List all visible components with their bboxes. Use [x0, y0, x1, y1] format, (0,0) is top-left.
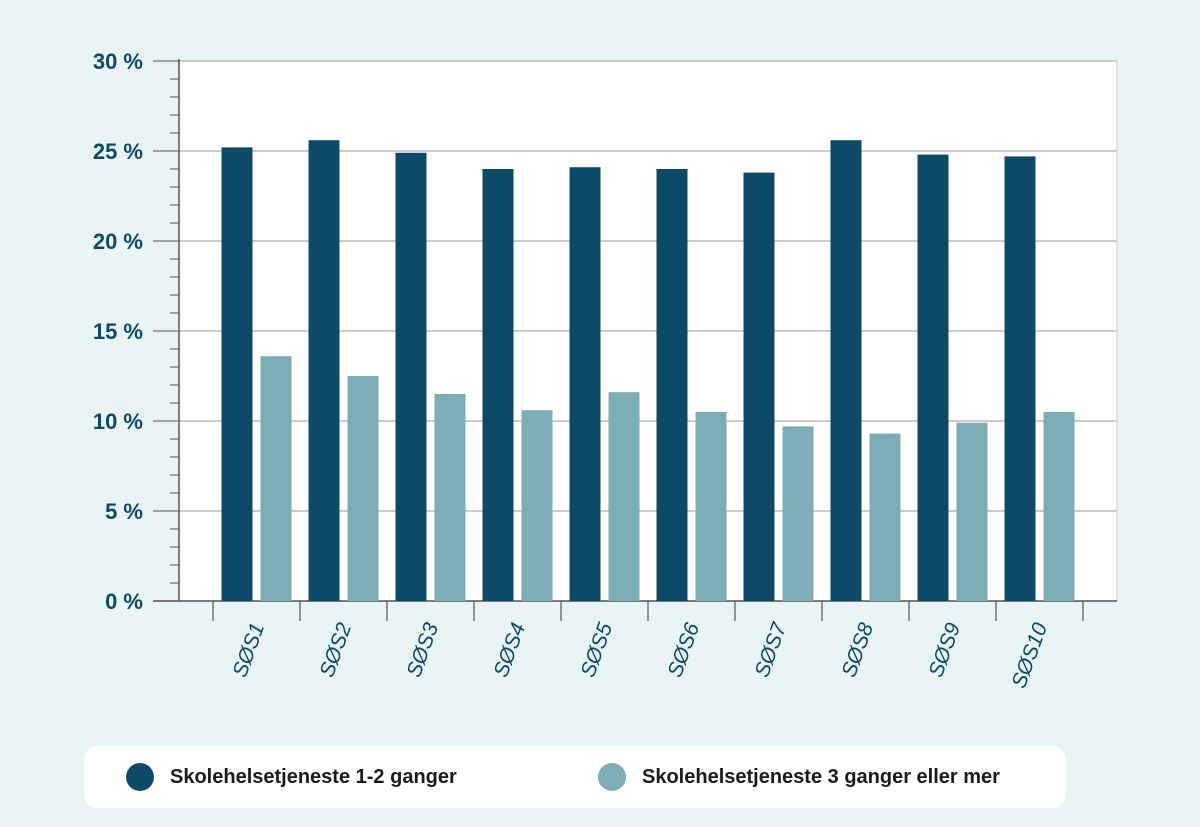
- y-tick-label: 0 %: [105, 589, 143, 614]
- bar-2-SØS7: [782, 426, 814, 601]
- x-tick-label: SØS7: [750, 619, 791, 681]
- legend-item-series-1: Skolehelsetjeneste 1-2 ganger: [126, 746, 457, 808]
- y-tick-label: 5 %: [105, 499, 143, 524]
- bar-2-SØS2: [347, 376, 379, 601]
- bar-1-SØS1: [221, 147, 253, 601]
- bar-1-SØS7: [743, 172, 775, 601]
- bar-1-SØS5: [569, 167, 601, 601]
- y-tick-label: 20 %: [93, 229, 143, 254]
- x-tick-label: SØS2: [315, 620, 356, 681]
- legend-label-series-1: Skolehelsetjeneste 1-2 ganger: [170, 765, 457, 788]
- legend-item-series-2: Skolehelsetjeneste 3 ganger eller mer: [598, 746, 1000, 808]
- legend: Skolehelsetjeneste 1-2 ganger Skolehelse…: [84, 746, 1066, 808]
- legend-swatch-series-1: [126, 763, 154, 791]
- bar-2-SØS6: [695, 412, 727, 601]
- bar-1-SØS2: [308, 140, 340, 601]
- x-tick-label: SØS8: [837, 620, 878, 681]
- x-tick-label: SØS10: [1007, 620, 1052, 692]
- bar-2-SØS3: [434, 394, 466, 601]
- y-tick-label: 15 %: [93, 319, 143, 344]
- bar-2-SØS8: [869, 433, 901, 601]
- y-tick-label: 25 %: [93, 139, 143, 164]
- bar-1-SØS8: [830, 140, 862, 601]
- bar-2-SØS5: [608, 392, 640, 601]
- bar-1-SØS6: [656, 169, 688, 601]
- bar-1-SØS9: [917, 154, 949, 601]
- bar-2-SØS9: [956, 422, 988, 601]
- bar-2-SØS4: [521, 410, 553, 601]
- bar-1-SØS3: [395, 152, 427, 602]
- x-tick-label: SØS9: [924, 620, 965, 681]
- x-tick-label: SØS6: [663, 620, 704, 681]
- bar-2-SØS1: [260, 356, 292, 601]
- legend-label-series-2: Skolehelsetjeneste 3 ganger eller mer: [642, 765, 1000, 788]
- x-tick-label: SØS1: [228, 620, 269, 681]
- y-tick-label: 10 %: [93, 409, 143, 434]
- legend-swatch-series-2: [598, 763, 626, 791]
- x-tick-label: SØS4: [489, 620, 530, 681]
- bar-1-SØS4: [482, 169, 514, 601]
- x-tick-label: SØS3: [402, 620, 443, 681]
- x-tick-label: SØS5: [576, 620, 617, 681]
- y-tick-label: 30 %: [93, 49, 143, 74]
- bar-2-SØS10: [1043, 412, 1075, 601]
- bar-1-SØS10: [1004, 156, 1036, 601]
